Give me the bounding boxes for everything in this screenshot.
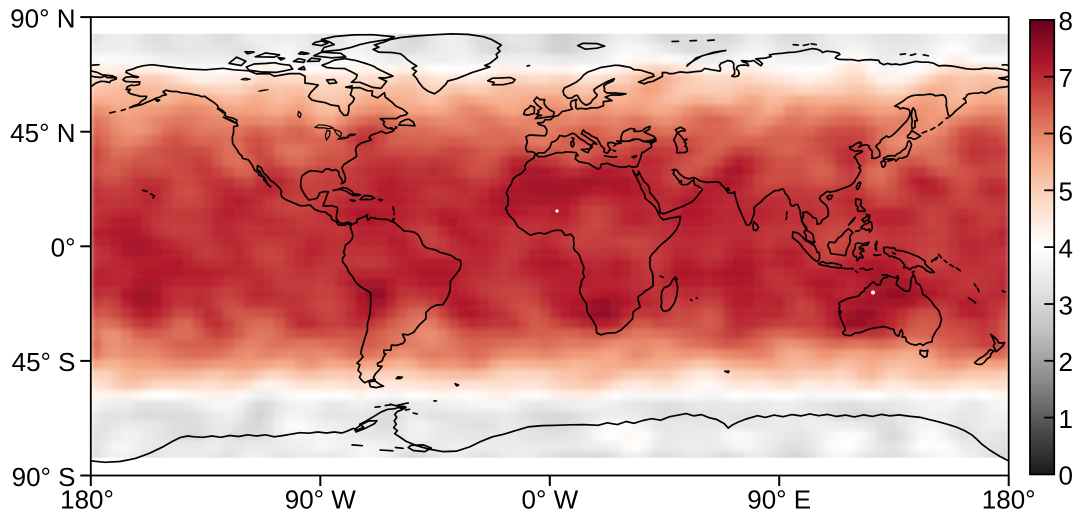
svg-text:90° E: 90° E: [747, 485, 811, 515]
svg-text:180°: 180°: [60, 485, 114, 515]
svg-text:45° S: 45° S: [12, 347, 76, 377]
svg-text:4: 4: [1059, 233, 1073, 263]
svg-text:8: 8: [1059, 6, 1073, 36]
svg-text:1: 1: [1059, 404, 1073, 434]
svg-text:0° W: 0° W: [521, 485, 578, 515]
svg-text:2: 2: [1059, 347, 1073, 377]
svg-text:0°: 0°: [51, 233, 76, 263]
svg-text:90° W: 90° W: [285, 485, 357, 515]
svg-text:90° N: 90° N: [10, 3, 75, 33]
svg-text:5: 5: [1059, 177, 1073, 207]
svg-text:45° N: 45° N: [10, 118, 75, 148]
svg-text:6: 6: [1059, 120, 1073, 150]
svg-text:180°: 180°: [982, 485, 1036, 515]
svg-text:3: 3: [1059, 290, 1073, 320]
svg-text:0: 0: [1059, 461, 1073, 491]
svg-text:7: 7: [1059, 63, 1073, 93]
svg-text:90° S: 90° S: [12, 462, 76, 492]
